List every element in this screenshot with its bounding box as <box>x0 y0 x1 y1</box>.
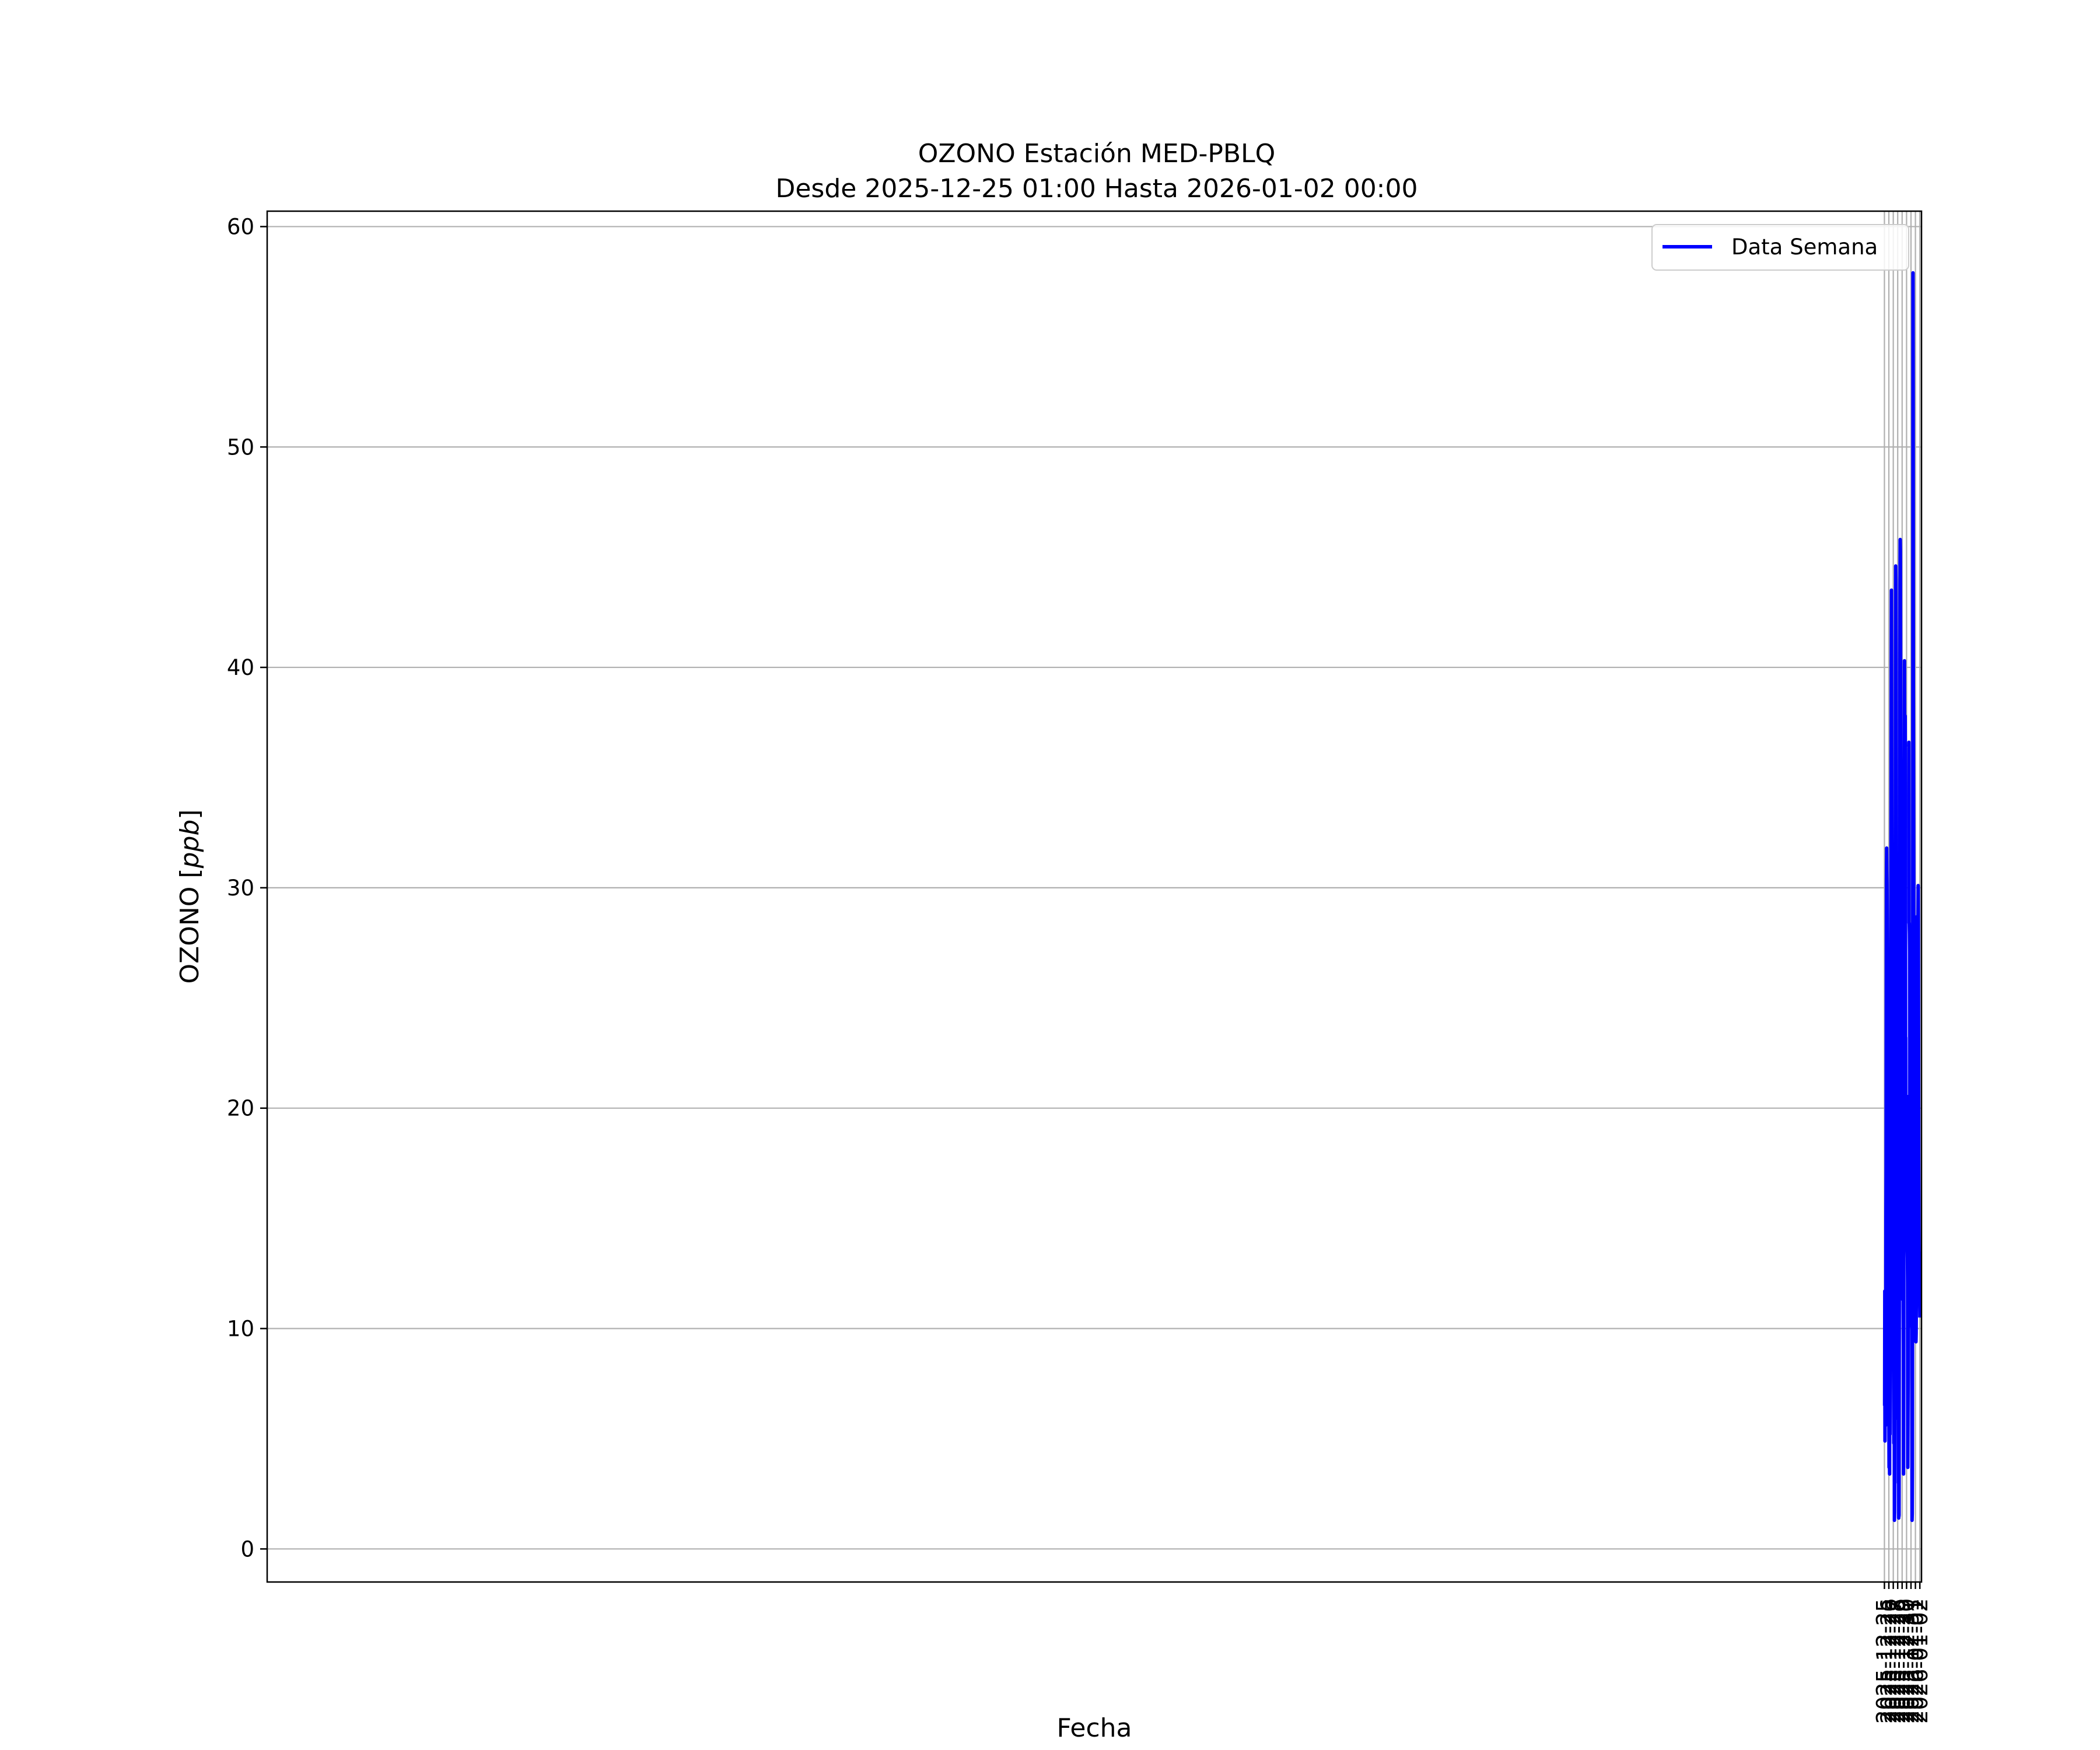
series-line-data-semana-segment-1 <box>1882 537 1910 1522</box>
y-tick-label-60: 60 <box>227 214 254 239</box>
x-tick-label-2025-12-28: 2025-12-28 <box>1885 1598 1910 1724</box>
legend: Data Semana <box>1651 224 1909 271</box>
chart-title-line1: OZONO Estación MED-PBLQ <box>918 139 1275 169</box>
x-tick-label-2026-01-01: 2026-01-01 <box>1903 1598 1929 1724</box>
y-tick-label-0: 0 <box>240 1536 254 1562</box>
y-axis-label-close-bracket: ] <box>175 809 205 819</box>
y-tick-label-40: 40 <box>227 655 254 680</box>
x-tick-label-2025-12-31: 2025-12-31 <box>1899 1598 1924 1724</box>
y-axis-label-text: OZONO <box>175 878 205 984</box>
y-axis-label: OZONO [ppb] <box>175 809 205 984</box>
x-tick-label-2026-01-02: 2026-01-02 <box>1908 1598 1933 1724</box>
x-axis-label: Fecha <box>1056 1713 1132 1743</box>
series-lines <box>1882 271 1922 1522</box>
x-axis-ticks: 2025-12-252025-12-262025-12-272025-12-28… <box>1872 1582 1933 1724</box>
x-tick-label-2025-12-25: 2025-12-25 <box>1872 1598 1897 1724</box>
legend-label-data-semana: Data Semana <box>1731 235 1878 260</box>
y-tick-label-30: 30 <box>227 876 254 901</box>
y-tick-label-10: 10 <box>227 1317 254 1342</box>
legend-box <box>1651 224 1909 271</box>
x-tick-label-2025-12-30: 2025-12-30 <box>1894 1598 1919 1724</box>
y-axis-label-unit: ppb <box>175 820 205 869</box>
chart-title-line2: Desde 2025-12-25 01:00 Hasta 2026-01-02 … <box>775 174 1418 204</box>
series-line-data-semana-segment-2 <box>1907 271 1922 1522</box>
plot-frame <box>266 210 1923 1583</box>
y-axis-ticks: 0 10 20 30 40 50 60 <box>227 214 267 1562</box>
x-tick-label-2025-12-26: 2025-12-26 <box>1877 1598 1902 1724</box>
y-tick-label-20: 20 <box>227 1096 254 1121</box>
x-tick-label-2025-12-27: 2025-12-27 <box>1881 1598 1906 1724</box>
x-tick-label-2025-12-29: 2025-12-29 <box>1890 1598 1915 1724</box>
y-tick-label-50: 50 <box>227 435 254 460</box>
y-axis-label-open-bracket: [ <box>175 868 205 878</box>
